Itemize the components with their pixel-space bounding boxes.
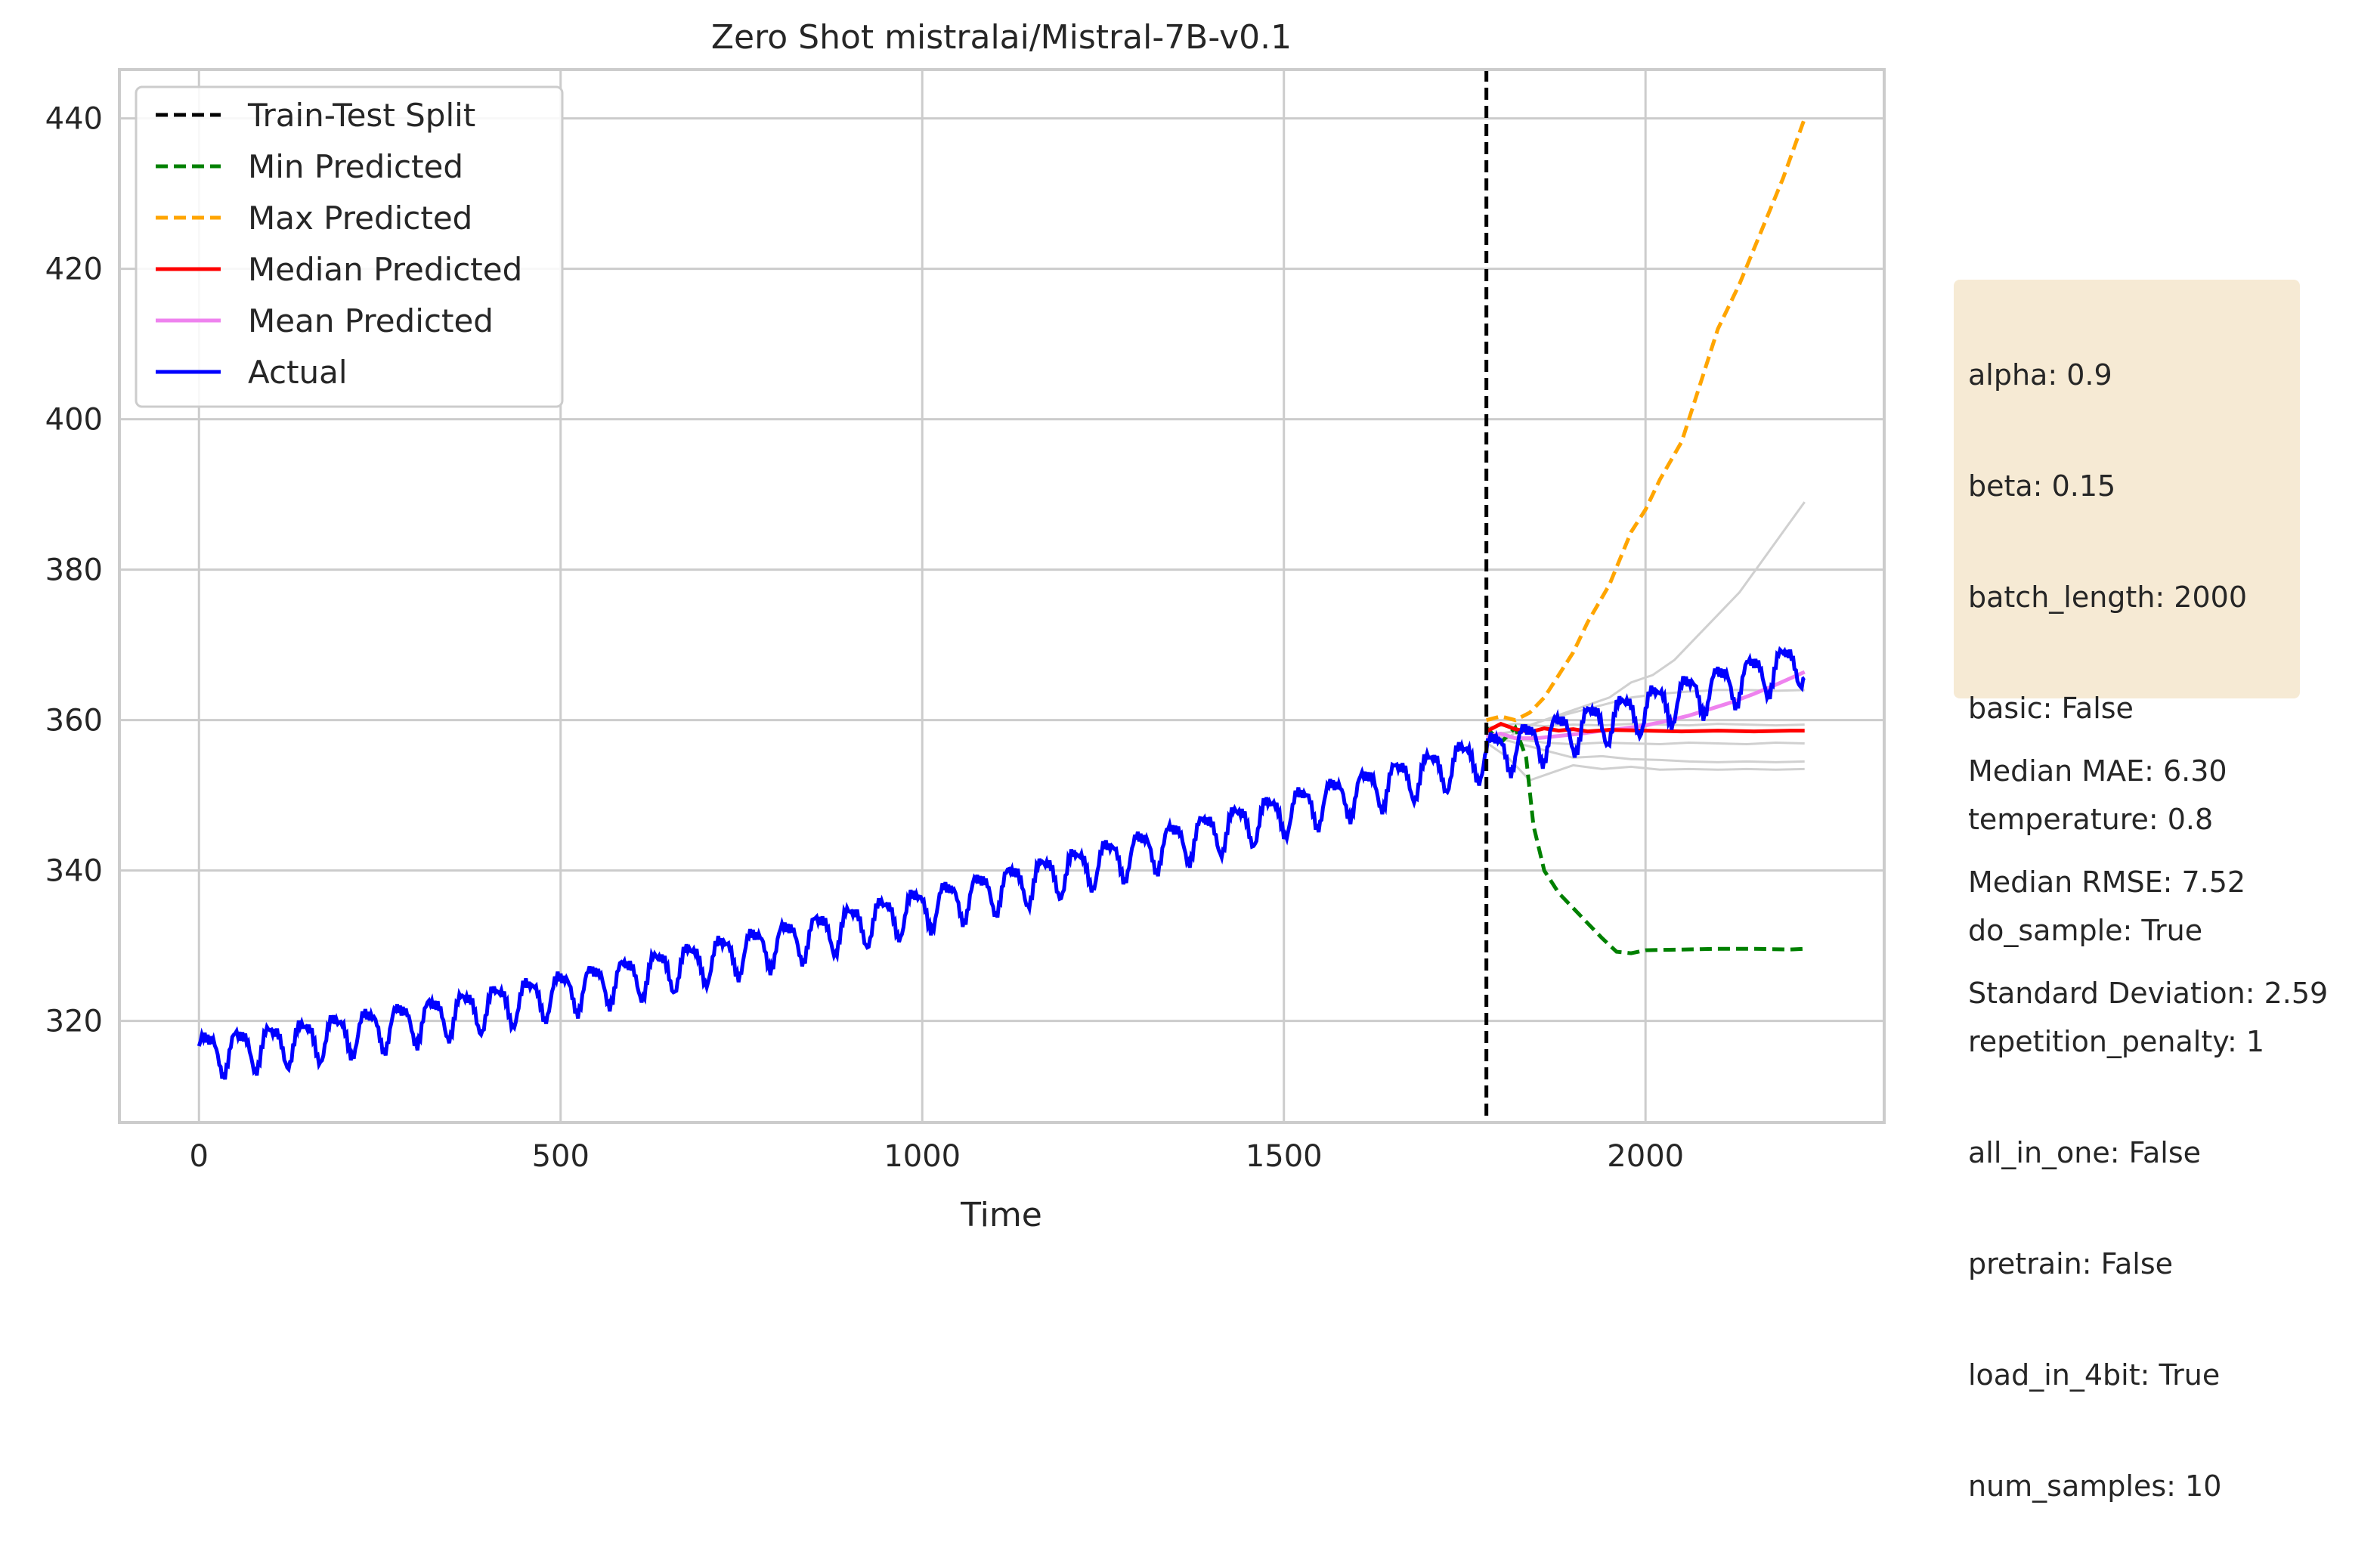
stat-line: Median RMSE: 7.52	[1968, 865, 2246, 899]
y-tick-label: 360	[45, 704, 103, 738]
y-tick-label: 340	[45, 854, 103, 889]
legend-label: Max Predicted	[248, 200, 472, 237]
chart-title: Zero Shot mistralai/Mistral-7B-v0.1	[711, 18, 1292, 57]
x-axis-label: Time	[960, 1196, 1042, 1234]
param-line: beta: 0.15	[1968, 469, 2116, 503]
param-line: load_in_4bit: True	[1968, 1358, 2221, 1392]
y-tick-label: 320	[45, 1005, 103, 1039]
tick-labels: 0 500 1000 1500 2000 320 340 360 380 400 420 440	[45, 102, 1684, 1174]
legend-label: Actual	[248, 354, 348, 391]
error-stats: Median MAE: 6.30 Median RMSE: 7.52 Stand…	[1968, 679, 2328, 1049]
legend-label: Median Predicted	[248, 251, 522, 288]
min-predicted-line	[1484, 723, 1805, 955]
x-tick-label: 0	[190, 1139, 209, 1174]
x-tick-label: 1500	[1246, 1139, 1323, 1174]
param-line: pretrain: False	[1968, 1247, 2174, 1280]
y-tick-label: 400	[45, 403, 103, 438]
param-line: temperature: 0.8	[1968, 803, 2214, 836]
max-predicted-line	[1486, 117, 1807, 723]
actual-line	[197, 646, 1806, 1080]
plot-frame	[118, 68, 1886, 1124]
chart: 0 500 1000 1500 2000 320 340 360 380 400 420 440 Ze…	[45, 18, 1886, 1234]
param-line: repetition_penalty: 1	[1968, 1025, 2265, 1058]
y-tick-label: 440	[45, 102, 103, 137]
sample-path-line	[1486, 734, 1805, 746]
param-line: batch_length: 2000	[1968, 581, 2247, 614]
param-line: num_samples: 10	[1968, 1469, 2222, 1503]
param-line: basic: False	[1968, 692, 2134, 725]
y-tick-label: 380	[45, 553, 103, 588]
x-tick-label: 500	[532, 1139, 590, 1174]
y-tick-label: 420	[45, 252, 103, 287]
legend-label: Train-Test Split	[247, 97, 475, 134]
sample-path-line	[1486, 689, 1805, 737]
param-line: alpha: 0.9	[1968, 358, 2112, 392]
stat-line: Median MAE: 6.30	[1968, 754, 2227, 788]
x-tick-label: 1000	[884, 1139, 961, 1174]
stat-line: Standard Deviation: 2.59	[1968, 977, 2329, 1010]
legend: Train-Test Split Min Predicted Max Predict…	[135, 85, 564, 408]
legend-label: Mean Predicted	[248, 302, 494, 339]
legend-frame	[135, 85, 564, 408]
legend-label: Min Predicted	[248, 148, 463, 185]
x-tick-label: 2000	[1607, 1139, 1684, 1174]
series-lines	[197, 70, 1807, 1122]
param-line: all_in_one: False	[1968, 1136, 2202, 1169]
param-line: do_sample: True	[1968, 914, 2203, 947]
parameters-box	[1954, 280, 2300, 698]
